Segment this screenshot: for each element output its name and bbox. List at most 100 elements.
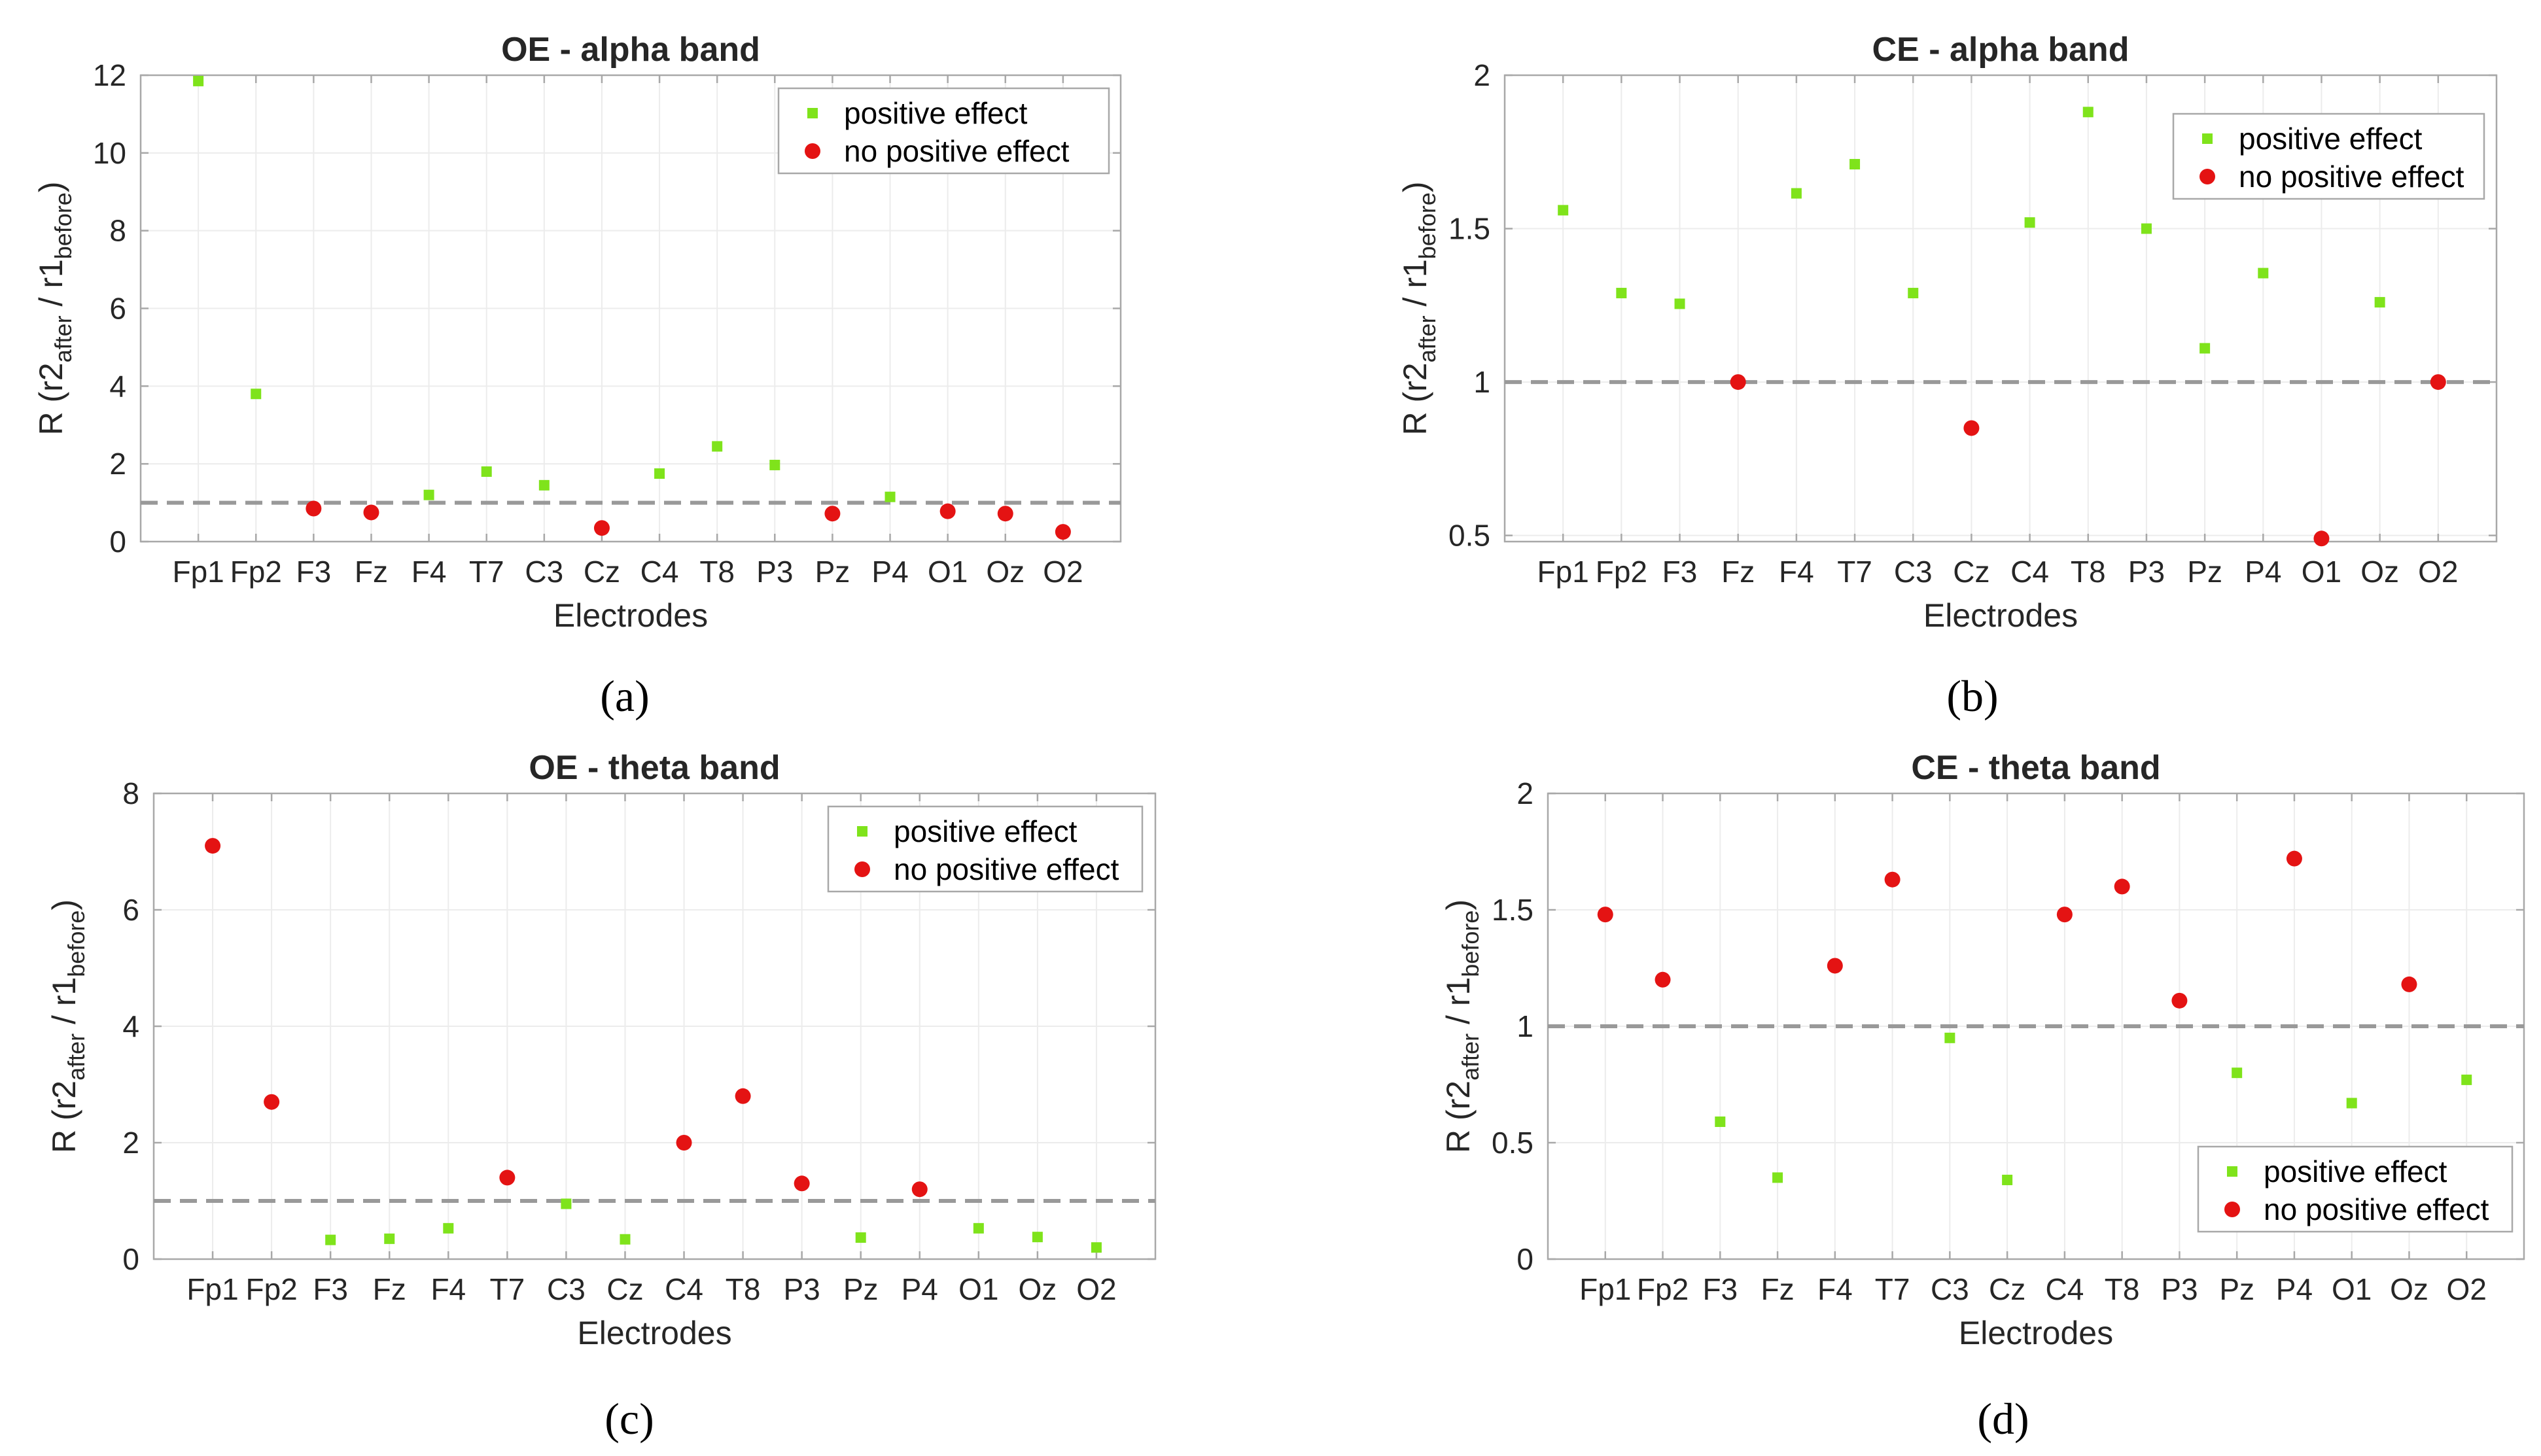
series-positive-effect — [193, 75, 896, 502]
caption-c: (c) — [605, 1394, 654, 1444]
x-tick-label-t8: T8 — [699, 555, 735, 589]
chart-panel-4: Fp1 Fp2 F3 Fz F4 T7 C3 Cz C4 T8 P3 Pz P4 O1 Oz O2 0 0.5 1 1… — [1440, 749, 2525, 1351]
y-tick-label: 2 — [1516, 776, 1533, 810]
legend-marker-negative — [2224, 1202, 2240, 1217]
x-tick-label-f3: F3 — [313, 1272, 348, 1306]
x-tick-label-cz: Cz — [606, 1272, 643, 1306]
point-c3 — [1944, 1032, 1955, 1043]
series-positive-effect — [1558, 107, 2385, 354]
chart-panel-3: Fp1 Fp2 F3 Fz F4 T7 C3 Cz C4 T8 P3 Pz P4 O1 Oz O2 0 2 4 6 8 O… — [46, 749, 1157, 1351]
legend-label: no positive effect — [2239, 160, 2464, 194]
point-cz — [2002, 1174, 2013, 1185]
point-c4 — [676, 1135, 692, 1151]
point-p3 — [769, 459, 780, 470]
x-tick-label-fp2: Fp2 — [1637, 1272, 1689, 1306]
x-tick-label-o1: O1 — [2302, 555, 2341, 589]
point-fz — [384, 1233, 395, 1244]
point-fp1 — [1558, 205, 1569, 216]
chart-panel-2: Fp1 Fp2 F3 Fz F4 T7 C3 Cz C4 T8 P3 Pz P4 O1 Oz O2 0.5 1 1.… — [1397, 31, 2498, 634]
x-tick-label-fp2: Fp2 — [1596, 555, 1647, 589]
x-tick-label-cz: Cz — [1953, 555, 1989, 589]
x-tick-label-p3: P3 — [2128, 555, 2165, 589]
point-f4 — [423, 489, 434, 500]
x-tick-label-f4: F4 — [1817, 1272, 1853, 1306]
x-tick-label-t7: T7 — [469, 555, 504, 589]
y-axis-label: R (r2after / r1before) — [1397, 181, 1441, 435]
point-o1 — [2346, 1098, 2357, 1109]
point-pz — [2199, 343, 2211, 354]
point-f3 — [1674, 298, 1685, 309]
x-tick-label-f3: F3 — [296, 555, 332, 589]
y-tick-label: 2 — [1473, 58, 1490, 92]
point-fp1 — [1597, 907, 1613, 923]
x-tick-label-p3: P3 — [2161, 1272, 2198, 1306]
x-tick-label-t8: T8 — [726, 1272, 761, 1306]
point-p4 — [911, 1181, 928, 1198]
point-c3 — [538, 479, 550, 491]
x-tick-label-c3: C3 — [525, 555, 563, 589]
point-fz — [1772, 1172, 1783, 1183]
x-axis-label: Electrodes — [553, 597, 708, 634]
x-axis-label: Electrodes — [1959, 1315, 2113, 1351]
x-tick-label-fz: Fz — [355, 555, 388, 589]
point-oz — [2401, 976, 2417, 992]
x-tick-label-c4: C4 — [2010, 555, 2049, 589]
legend-label: positive effect — [844, 96, 1028, 130]
x-tick-label-c3: C3 — [547, 1272, 586, 1306]
point-oz — [997, 506, 1013, 522]
x-tick-label-fz: Fz — [1761, 1272, 1795, 1306]
y-tick-label: 8 — [109, 214, 126, 248]
legend-marker-positive — [857, 826, 867, 837]
point-t8 — [2082, 107, 2094, 118]
legend-label: positive effect — [2264, 1154, 2447, 1188]
y-tick-label: 1 — [1473, 365, 1490, 399]
x-tick-label-fp1: Fp1 — [1537, 555, 1589, 589]
legend: positive effect no positive effect — [2197, 1145, 2514, 1233]
point-p3 — [2141, 223, 2152, 234]
point-fz — [1730, 374, 1746, 390]
x-tick-label-c4: C4 — [640, 555, 679, 589]
x-tick-label-cz: Cz — [1989, 1272, 2025, 1306]
x-axis-label: Electrodes — [577, 1315, 731, 1351]
y-tick-label: 0 — [122, 1242, 139, 1276]
point-t7 — [499, 1170, 516, 1186]
legend-label: no positive effect — [2264, 1192, 2489, 1226]
point-pz — [824, 506, 841, 522]
point-o1 — [939, 503, 956, 519]
x-tick-label-p4: P4 — [902, 1272, 938, 1306]
point-t8 — [735, 1088, 751, 1104]
legend-box — [777, 87, 1110, 175]
x-tick-label-cz: Cz — [584, 555, 620, 589]
legend: positive effect no positive effect — [777, 87, 1110, 175]
point-c4 — [654, 468, 665, 479]
point-cz — [1963, 420, 1980, 436]
point-fp1 — [205, 838, 221, 854]
x-tick-label-fp1: Fp1 — [172, 555, 224, 589]
x-tick-label-f3: F3 — [1662, 555, 1698, 589]
y-axis-label: R (r2after / r1before) — [33, 181, 77, 435]
y-tick-label: 1.5 — [1448, 212, 1490, 246]
legend-marker-negative — [2199, 169, 2215, 184]
x-tick-label-p4: P4 — [2245, 555, 2281, 589]
x-tick-label-oz: Oz — [1018, 1272, 1057, 1306]
x-tick-label-f3: F3 — [1702, 1272, 1738, 1306]
point-oz — [1032, 1232, 1043, 1243]
x-tick-label-oz: Oz — [2360, 555, 2399, 589]
y-tick-label: 10 — [93, 136, 126, 170]
x-tick-label-oz: Oz — [986, 555, 1025, 589]
point-c3 — [1908, 288, 1919, 299]
x-tick-label-c4: C4 — [2045, 1272, 2084, 1306]
point-cz — [593, 520, 610, 536]
series-no-positive-effect — [306, 500, 1071, 540]
series-positive-effect — [1715, 1032, 2472, 1185]
y-axis-label: R (r2after / r1before) — [46, 899, 90, 1153]
legend-marker-negative — [805, 143, 820, 159]
x-tick-label-f4: F4 — [430, 1272, 466, 1306]
point-f3 — [306, 500, 322, 517]
chart-title: OE - theta band — [529, 749, 780, 787]
point-oz — [2374, 297, 2385, 308]
y-tick-label: 2 — [122, 1126, 139, 1160]
x-tick-label-oz: Oz — [2390, 1272, 2428, 1306]
x-tick-label-fp2: Fp2 — [230, 555, 282, 589]
